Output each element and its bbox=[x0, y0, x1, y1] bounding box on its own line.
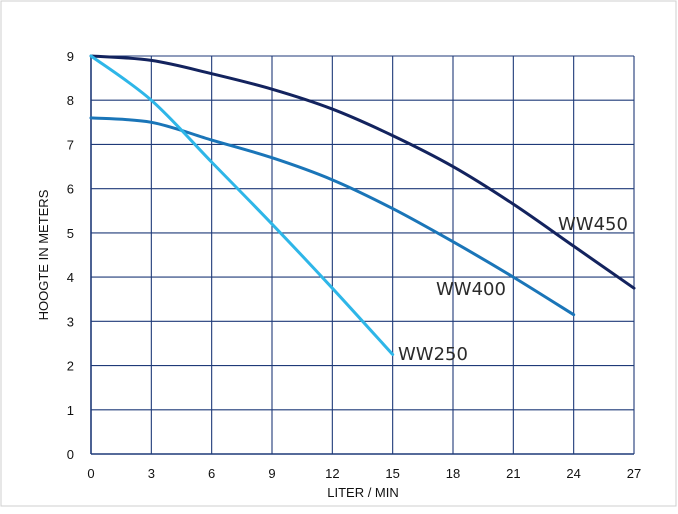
y-tick-label: 1 bbox=[67, 403, 74, 418]
y-tick-label: 6 bbox=[67, 182, 74, 197]
y-tick-label: 2 bbox=[67, 359, 74, 374]
x-tick-label: 3 bbox=[148, 466, 155, 481]
y-tick-label: 4 bbox=[67, 270, 74, 285]
series-line-ww400 bbox=[89, 116, 576, 317]
x-tick-label: 27 bbox=[627, 466, 641, 481]
series-lines bbox=[89, 54, 636, 356]
series-label-ww400: WW400 bbox=[436, 279, 506, 300]
x-tick-label: 12 bbox=[325, 466, 339, 481]
y-tick-label: 9 bbox=[67, 49, 74, 64]
y-tick-label: 5 bbox=[67, 226, 74, 241]
x-tick-label: 6 bbox=[208, 466, 215, 481]
series-label-ww250: WW250 bbox=[398, 344, 468, 365]
y-tick-label: 7 bbox=[67, 137, 74, 152]
x-tick-label: 15 bbox=[385, 466, 399, 481]
y-tick-label: 8 bbox=[67, 93, 74, 108]
x-tick-label: 9 bbox=[268, 466, 275, 481]
series-label-ww450: WW450 bbox=[558, 214, 628, 235]
series-labels: WW450 WW400 WW250 bbox=[398, 214, 628, 365]
x-tick-label: 0 bbox=[87, 466, 94, 481]
x-tick-label: 24 bbox=[566, 466, 580, 481]
x-tick-label: 18 bbox=[446, 466, 460, 481]
x-tick-label: 21 bbox=[506, 466, 520, 481]
y-tick-label: 3 bbox=[67, 314, 74, 329]
series-line-ww250 bbox=[89, 54, 395, 356]
y-tick-label: 0 bbox=[67, 447, 74, 462]
x-axis-title: LITER / MIN bbox=[327, 485, 399, 500]
series-line-ww450 bbox=[89, 54, 636, 290]
y-axis-title: HOOGTE IN METERS bbox=[36, 189, 51, 320]
